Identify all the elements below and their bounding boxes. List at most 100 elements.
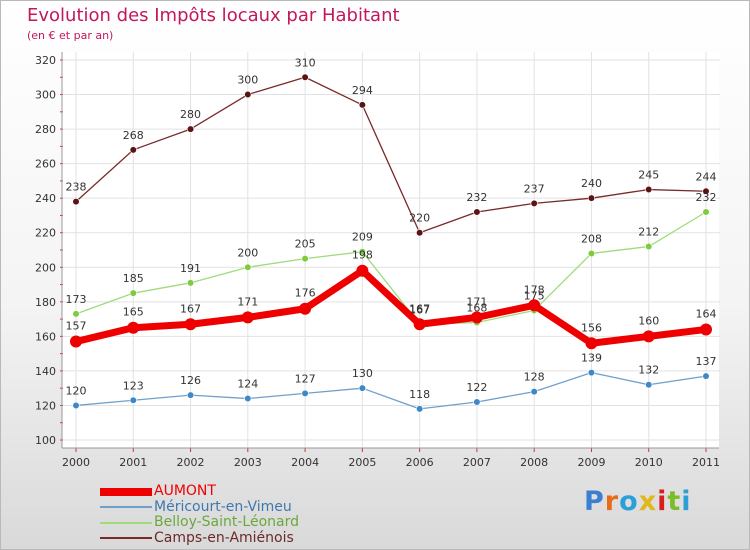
data-label-2-10: 132	[638, 364, 659, 377]
y-tick-label-6: 220	[35, 227, 56, 240]
data-label-0-5: 294	[352, 84, 373, 97]
data-label-2-9: 139	[581, 352, 602, 365]
data-point-3-5	[356, 264, 369, 277]
data-point-0-11	[702, 187, 710, 195]
data-label-0-3: 300	[237, 74, 258, 87]
data-point-2-2	[186, 391, 195, 399]
data-label-3-9: 156	[581, 321, 602, 334]
data-label-0-6: 220	[409, 212, 430, 225]
x-tick-label-4: 2004	[291, 456, 319, 469]
logo-letter-1: r	[604, 486, 620, 517]
data-label-2-11: 137	[696, 355, 717, 368]
data-point-1-4	[301, 255, 309, 263]
y-tick-label-10: 300	[35, 89, 56, 102]
logo-letter-2: o	[619, 486, 639, 517]
data-point-2-4	[301, 389, 309, 397]
data-label-3-8: 178	[524, 283, 545, 296]
data-label-1-11: 232	[696, 191, 717, 204]
data-point-0-10	[645, 185, 653, 194]
data-point-0-8	[530, 199, 538, 207]
chart-subtitle: (en € et par an)	[27, 29, 114, 42]
logo-letter-4: i	[657, 486, 668, 517]
x-tick-label-8: 2008	[520, 456, 548, 469]
data-point-3-0	[70, 335, 82, 348]
data-point-2-8	[530, 388, 538, 396]
data-label-0-9: 240	[581, 177, 602, 190]
data-label-3-0: 157	[66, 320, 87, 333]
data-label-0-7: 232	[466, 191, 487, 204]
data-point-0-3	[244, 90, 252, 99]
legend-label-0: AUMONT	[154, 483, 216, 500]
data-label-2-4: 127	[295, 372, 316, 385]
data-label-1-8: 175	[524, 289, 545, 302]
legend-swatch-1	[100, 506, 152, 509]
data-label-3-11: 164	[696, 307, 717, 320]
data-label-2-2: 126	[180, 374, 201, 387]
data-label-0-8: 237	[524, 182, 545, 195]
data-point-0-9	[587, 194, 596, 202]
legend-item-0: AUMONT	[100, 484, 299, 500]
series-line-1	[75, 211, 707, 325]
y-tick-label-0: 100	[35, 434, 56, 447]
data-label-2-1: 123	[123, 379, 144, 392]
data-point-2-7	[473, 398, 481, 406]
data-point-3-10	[642, 330, 655, 343]
data-point-2-6	[416, 405, 424, 413]
data-label-0-1: 268	[123, 129, 144, 142]
data-label-1-6: 167	[409, 303, 430, 316]
legend-label-3: Camps-en-Amiénois	[154, 529, 294, 546]
series-line-0	[75, 76, 707, 234]
data-point-1-3	[244, 263, 252, 271]
data-point-1-10	[645, 242, 653, 251]
x-tick-label-3: 2003	[234, 456, 262, 469]
legend-swatch-2	[100, 521, 152, 524]
y-tick-label-5: 200	[35, 261, 56, 274]
data-point-3-2	[184, 318, 197, 331]
data-label-3-5: 198	[352, 249, 373, 262]
data-point-3-6	[413, 318, 426, 331]
data-label-3-7: 171	[466, 295, 487, 308]
legend: AUMONT Méricourt-en-Vimeu Belloy-Saint-Léo…	[100, 484, 299, 546]
data-point-1-2	[186, 279, 195, 287]
data-label-0-4: 310	[295, 56, 316, 69]
data-point-1-5	[358, 248, 366, 256]
x-tick-label-0: 2000	[62, 456, 90, 469]
data-point-2-0	[72, 401, 80, 410]
y-tick-label-7: 240	[35, 192, 56, 205]
data-point-1-0	[72, 310, 80, 318]
plot-area	[62, 52, 719, 448]
data-label-1-2: 191	[180, 262, 201, 275]
data-label-0-11: 244	[696, 170, 717, 183]
data-label-1-5: 209	[352, 231, 373, 244]
data-point-3-11	[700, 323, 712, 336]
y-tick-label-1: 120	[35, 399, 56, 412]
series-line-2	[75, 371, 707, 410]
x-tick-label-6: 2006	[406, 456, 434, 469]
data-point-2-5	[358, 384, 366, 392]
data-label-3-4: 176	[295, 287, 316, 300]
logo-letter-6: i	[681, 486, 692, 517]
data-point-3-8	[528, 299, 541, 312]
data-point-1-1	[129, 289, 137, 297]
data-label-1-7: 168	[466, 302, 487, 315]
data-label-3-2: 167	[180, 302, 201, 315]
data-label-2-5: 130	[352, 367, 373, 380]
data-label-2-6: 118	[409, 388, 430, 401]
series-line-3	[72, 267, 710, 347]
y-tick-label-9: 280	[35, 123, 56, 136]
data-label-2-0: 120	[66, 384, 87, 397]
y-tick-label-11: 320	[35, 54, 56, 67]
y-tick-label-8: 260	[35, 158, 56, 171]
x-tick-label-1: 2001	[119, 456, 147, 469]
legend-item-3: Camps-en-Amiénois	[100, 529, 299, 547]
data-point-0-5	[358, 101, 366, 109]
legend-label-1: Méricourt-en-Vimeu	[154, 498, 292, 515]
proxiti-logo: Proxiti	[584, 486, 692, 517]
data-point-0-4	[301, 73, 309, 81]
data-label-0-10: 245	[638, 169, 659, 182]
x-tick-label-11: 2011	[692, 456, 720, 469]
data-label-3-3: 171	[237, 295, 258, 308]
logo-letter-0: P	[584, 486, 605, 517]
legend-swatch-0	[100, 487, 152, 496]
